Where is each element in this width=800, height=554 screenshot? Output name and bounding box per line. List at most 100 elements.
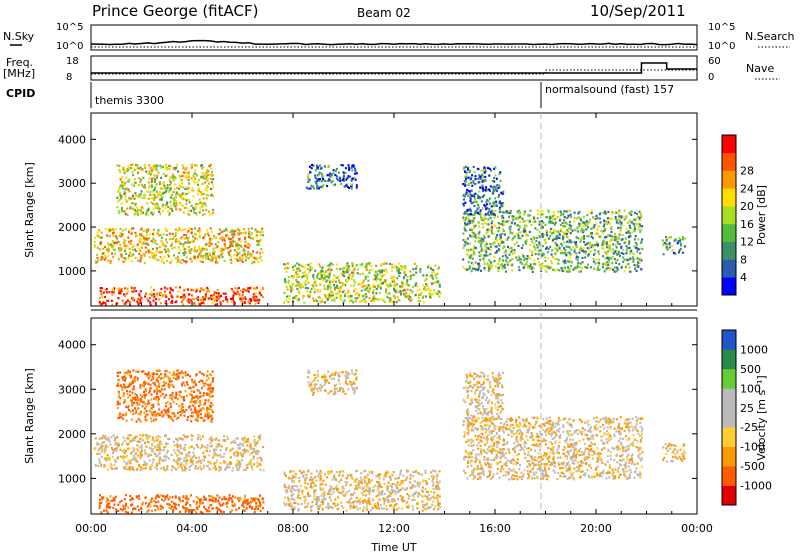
scatter-cell bbox=[409, 270, 412, 273]
scatter-cell bbox=[486, 230, 489, 234]
scatter-cell bbox=[353, 172, 356, 175]
scatter-cell bbox=[249, 447, 252, 450]
scatter-cell bbox=[164, 498, 167, 501]
scatter-cell bbox=[618, 218, 621, 221]
scatter-cell bbox=[169, 402, 172, 405]
scatter-cell bbox=[117, 443, 120, 446]
scatter-cell bbox=[156, 439, 159, 442]
scatter-cell bbox=[218, 466, 221, 469]
scatter-cell bbox=[676, 242, 679, 245]
scatter-cell bbox=[372, 291, 374, 294]
scatter-cell bbox=[611, 211, 614, 214]
scatter-cell bbox=[435, 280, 438, 284]
scatter-cell bbox=[601, 232, 604, 235]
scatter-cell bbox=[480, 169, 483, 172]
scatter-cell bbox=[205, 243, 208, 246]
scatter-cell bbox=[329, 262, 332, 265]
scatter-cell bbox=[124, 198, 127, 201]
scatter-cell bbox=[107, 259, 110, 262]
scatter-cell bbox=[198, 245, 201, 248]
scatter-cell bbox=[562, 238, 565, 241]
scatter-cell bbox=[537, 249, 540, 252]
scatter-cell bbox=[152, 254, 155, 258]
scatter-cell bbox=[172, 191, 175, 194]
scatter-cell bbox=[492, 188, 495, 191]
scatter-cell bbox=[207, 255, 210, 258]
scatter-cell bbox=[203, 175, 206, 178]
scatter-cell bbox=[106, 457, 109, 460]
scatter-cell bbox=[131, 163, 134, 166]
scatter-cell bbox=[563, 247, 565, 250]
scatter-cell bbox=[253, 497, 256, 500]
scatter-cell bbox=[584, 223, 587, 226]
scatter-cell bbox=[114, 228, 117, 231]
scatter-cell bbox=[205, 253, 208, 256]
scatter-cell bbox=[284, 280, 287, 283]
scatter-cell bbox=[298, 267, 300, 270]
scatter-cell bbox=[219, 466, 222, 469]
scatter-cell bbox=[480, 249, 483, 252]
scatter-cell bbox=[587, 254, 589, 257]
scatter-cell bbox=[371, 298, 374, 301]
scatter-cell bbox=[158, 298, 161, 301]
scatter-cell bbox=[680, 244, 682, 247]
scatter-cell bbox=[602, 255, 605, 258]
scatter-cell bbox=[295, 275, 298, 279]
scatter-cell bbox=[589, 211, 592, 214]
scatter-cell bbox=[579, 270, 582, 273]
scatter-cell bbox=[131, 450, 134, 453]
scatter-cell bbox=[497, 266, 500, 269]
scatter-cell bbox=[606, 246, 608, 249]
scatter-cell bbox=[505, 210, 508, 213]
scatter-cell bbox=[150, 453, 152, 457]
scatter-cell bbox=[397, 267, 400, 270]
scatter-cell bbox=[573, 211, 576, 214]
scatter-cell bbox=[128, 447, 131, 450]
scatter-cell bbox=[598, 261, 601, 264]
scatter-cell bbox=[167, 250, 170, 253]
scatter-cell bbox=[606, 244, 609, 247]
scatter-cell bbox=[144, 196, 146, 200]
scatter-cell bbox=[115, 436, 118, 439]
scatter-cell bbox=[611, 238, 614, 241]
scatter-cell bbox=[159, 494, 162, 497]
scatter-cell bbox=[243, 249, 246, 252]
scatter-cell bbox=[302, 295, 305, 298]
scatter-cell bbox=[389, 297, 392, 300]
scatter-cell bbox=[577, 256, 580, 259]
scatter-cell bbox=[303, 266, 306, 269]
scatter-cell bbox=[504, 220, 507, 223]
scatter-cell bbox=[615, 261, 618, 264]
scatter-cell bbox=[223, 453, 226, 456]
scatter-cell bbox=[488, 214, 491, 217]
scatter-cell bbox=[425, 274, 428, 277]
scatter-cell bbox=[184, 507, 187, 511]
scatter-cell bbox=[171, 465, 174, 468]
scatter-cell bbox=[180, 195, 183, 198]
scatter-cell bbox=[198, 211, 201, 214]
scatter-cell bbox=[494, 166, 497, 169]
scatter-cell bbox=[202, 288, 205, 291]
scatter-cell bbox=[222, 461, 225, 464]
scatter-cell bbox=[334, 292, 337, 295]
scatter-cell bbox=[197, 302, 200, 306]
scatter-cell bbox=[158, 460, 161, 463]
scatter-cell bbox=[634, 241, 637, 245]
scatter-cell bbox=[477, 269, 480, 272]
scatter-cell bbox=[361, 282, 364, 285]
scatter-cell bbox=[375, 298, 378, 301]
scatter-cell bbox=[236, 468, 239, 471]
scatter-cell bbox=[172, 167, 175, 170]
scatter-cell bbox=[118, 258, 120, 262]
scatter-cell bbox=[154, 497, 157, 500]
scatter-cell bbox=[284, 278, 287, 281]
scatter-cell bbox=[540, 268, 543, 271]
scatter-cell bbox=[138, 194, 141, 197]
scatter-cell bbox=[570, 260, 573, 263]
scatter-cell bbox=[631, 221, 633, 224]
scatter-cell bbox=[491, 265, 494, 268]
scatter-cell bbox=[188, 301, 191, 304]
scatter-cell bbox=[373, 285, 376, 288]
scatter-cell bbox=[498, 226, 501, 229]
scatter-cell bbox=[137, 454, 140, 457]
